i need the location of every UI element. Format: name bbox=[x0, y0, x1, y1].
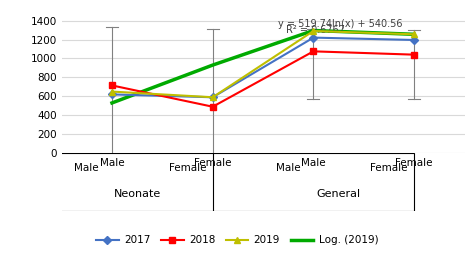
2018 bbox=[109, 84, 115, 87]
Log. (2019) bbox=[210, 63, 216, 67]
Log. (2019) bbox=[109, 101, 115, 105]
Line: Log. (2019): Log. (2019) bbox=[112, 31, 414, 103]
Log. (2019) bbox=[411, 33, 417, 36]
Text: Female: Female bbox=[169, 163, 206, 173]
2019 bbox=[210, 96, 216, 99]
Log. (2019) bbox=[310, 29, 316, 32]
2019 bbox=[310, 29, 316, 32]
Text: Male: Male bbox=[276, 163, 301, 173]
2017 bbox=[210, 96, 216, 99]
2019 bbox=[411, 33, 417, 36]
Line: 2018: 2018 bbox=[109, 48, 417, 110]
2018 bbox=[310, 50, 316, 53]
Legend: 2017, 2018, 2019, Log. (2019): 2017, 2018, 2019, Log. (2019) bbox=[91, 231, 383, 249]
2017 bbox=[411, 38, 417, 41]
2018 bbox=[210, 105, 216, 108]
Text: Female: Female bbox=[370, 163, 408, 173]
Line: 2019: 2019 bbox=[109, 28, 417, 100]
Text: Male: Male bbox=[74, 163, 99, 173]
Text: Neonate: Neonate bbox=[114, 189, 161, 199]
2017 bbox=[310, 36, 316, 39]
2018 bbox=[411, 53, 417, 56]
Text: y = 519.74ln(x) + 540.56: y = 519.74ln(x) + 540.56 bbox=[278, 19, 403, 29]
2017 bbox=[109, 93, 115, 96]
Text: R² = 0.6767: R² = 0.6767 bbox=[286, 25, 345, 35]
Text: General: General bbox=[317, 189, 361, 199]
Line: 2017: 2017 bbox=[109, 35, 417, 100]
2019 bbox=[109, 90, 115, 93]
